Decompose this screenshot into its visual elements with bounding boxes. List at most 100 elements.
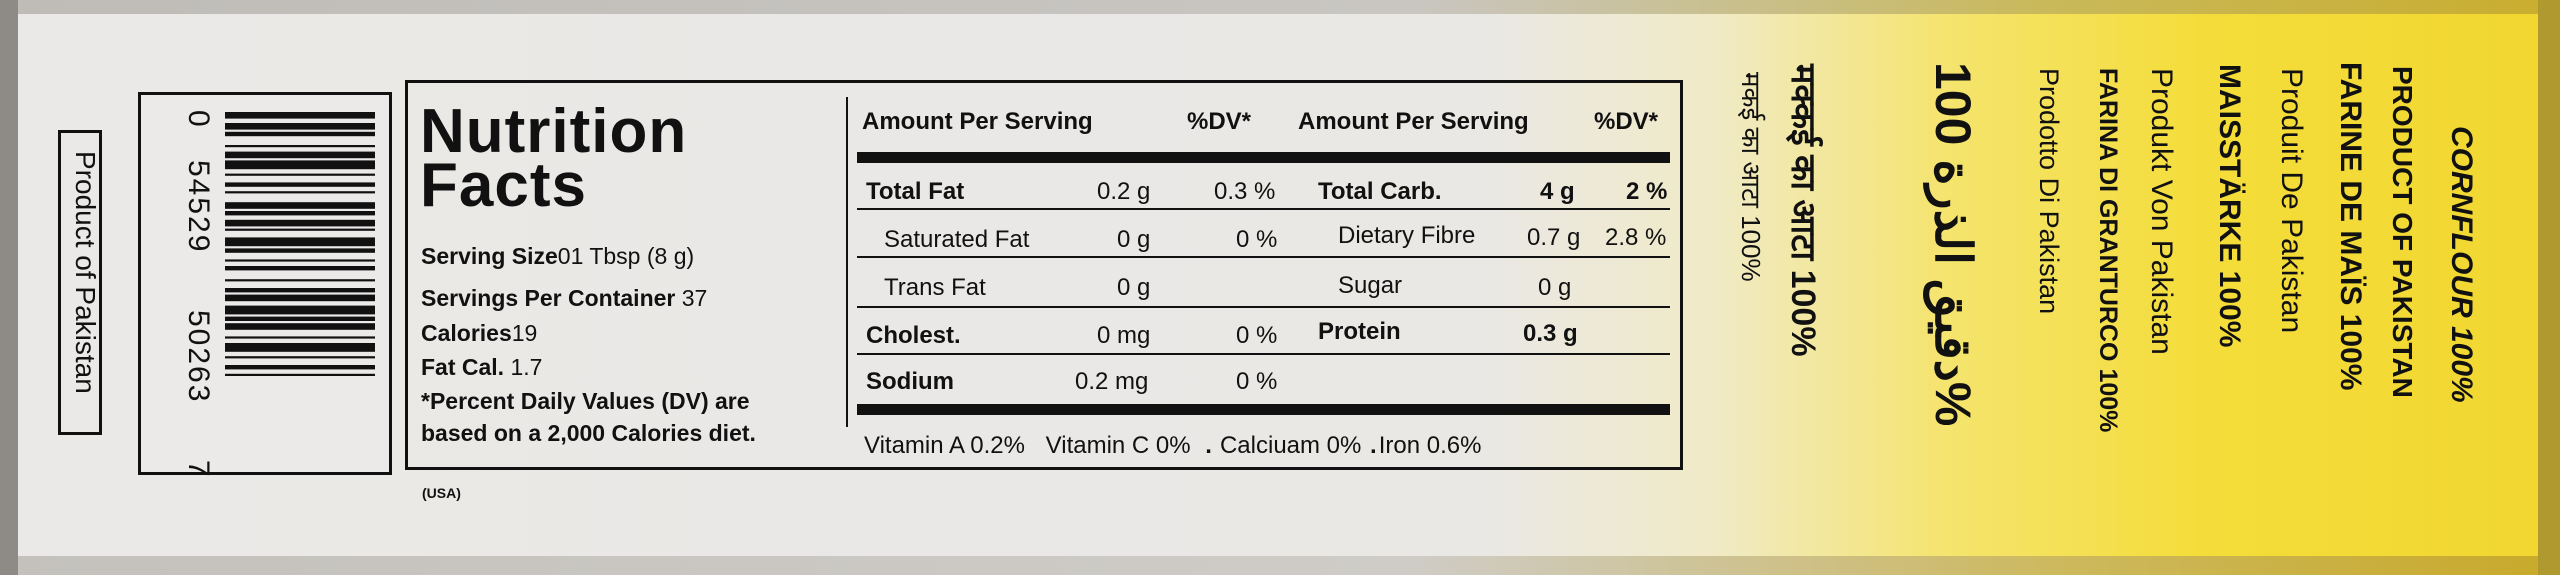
product-name-italian: FARINA DI GRANTURCO 100% <box>2094 68 2122 433</box>
row-saturated-fat-amount: 0 g <box>1117 226 1151 253</box>
barcode-bar <box>225 145 375 148</box>
barcode-bar <box>225 323 375 330</box>
row-total-fat-label: Total Fat <box>866 178 965 205</box>
vitamin-a: Vitamin A 0.2% <box>864 432 1025 459</box>
barcode-bar <box>225 266 375 271</box>
product-of-label-box: Product of Pakistan <box>58 130 102 435</box>
nutrition-facts-title: Nutrition Facts <box>420 97 688 220</box>
row-sugar-amount: 0 g <box>1538 274 1572 301</box>
vitamin-c: Vitamin C 0% <box>1045 432 1191 459</box>
row-rule-4 <box>857 353 1670 355</box>
barcode-bar <box>225 123 375 130</box>
row-saturated-fat-dv: 0 % <box>1236 226 1278 253</box>
barcode-bar <box>225 237 375 247</box>
row-cholesterol-amount: 0 mg <box>1097 322 1151 349</box>
barcode-bars <box>225 112 375 376</box>
row-total-carb-dv: 2 % <box>1626 178 1668 205</box>
row-cholesterol-label: Cholest. <box>866 322 961 349</box>
barcode-bar <box>225 173 375 176</box>
vitamins-separator-2: . <box>1370 432 1377 459</box>
row-rule-1 <box>857 208 1670 210</box>
product-of-label: Product of Pakistan <box>70 151 101 394</box>
row-dietary-fibre-label: Dietary Fibre <box>1338 222 1476 249</box>
barcode-bar <box>225 316 375 321</box>
dv-note-line-1: *Percent Daily Values (DV) are <box>421 388 750 414</box>
row-sodium-label: Sodium <box>866 368 954 395</box>
header-dv-2: %DV* <box>1594 108 1659 135</box>
barcode-digits-group-1: 54529 <box>182 160 215 254</box>
barcode-bar <box>225 248 375 253</box>
box-left-edge <box>0 0 18 575</box>
barcode-bar <box>225 336 375 339</box>
barcode-bar <box>225 343 375 352</box>
barcode-bar <box>225 365 375 370</box>
title-line-2: Facts <box>420 151 587 220</box>
footer-rule <box>857 404 1670 415</box>
iron: Iron 0.6% <box>1378 432 1482 459</box>
row-total-carb-label: Total Carb. <box>1318 178 1442 205</box>
barcode-digits-group-2: 50263 <box>182 310 215 404</box>
row-total-fat-amount: 0.2 g <box>1097 178 1151 205</box>
product-origin-french: Produit De Pakistan <box>2275 68 2308 334</box>
product-name-hindi-1: मक्कई का आटा 100% <box>1784 64 1822 357</box>
row-saturated-fat-label: Saturated Fat <box>884 226 1030 253</box>
barcode-bar <box>225 373 375 376</box>
barcode-bar <box>225 151 375 159</box>
barcode-bar <box>225 228 375 231</box>
vitamins-line: Vitamin A 0.2% Vitamin C 0% . Calciuam 0%… <box>864 432 1481 460</box>
usa-mark: (USA) <box>422 485 461 501</box>
box-top-edge <box>0 0 2560 14</box>
product-name-french: FARINE DE MAÏS 100% <box>2334 62 2367 391</box>
barcode-digit-lead: 0 <box>182 110 215 129</box>
dv-note-line-2: based on a 2,000 Calories diet. <box>421 420 756 446</box>
calories: Calories19 <box>421 320 538 346</box>
box-right-edge <box>2538 0 2560 575</box>
title-line-1: Nutrition <box>420 97 688 166</box>
header-amount-1: Amount Per Serving <box>862 108 1093 135</box>
row-total-carb-amount: 4 g <box>1540 178 1575 205</box>
barcode-digit-check: 7 <box>182 460 215 479</box>
row-trans-fat-label: Trans Fat <box>884 274 986 301</box>
row-sodium-dv: 0 % <box>1236 368 1278 395</box>
product-origin-italian: Prodotto Di Pakistan <box>2034 68 2064 315</box>
barcode-bar <box>225 182 375 187</box>
row-sugar-label: Sugar <box>1338 272 1403 299</box>
row-total-fat-dv: 0.3 % <box>1214 178 1276 205</box>
product-name-arabic: دقيق الذرة 100% <box>1925 62 1981 427</box>
barcode-bar <box>225 288 375 293</box>
product-name-german: MAISSTÄRKE 100% <box>2213 64 2246 348</box>
row-cholesterol-dv: 0 % <box>1236 322 1278 349</box>
row-rule-3 <box>857 306 1670 308</box>
header-amount-2: Amount Per Serving <box>1298 108 1529 135</box>
barcode-bar <box>225 294 375 302</box>
barcode-bar <box>225 160 375 170</box>
calcium: Calciuam 0% <box>1219 432 1362 459</box>
barcode-bar <box>225 131 375 137</box>
serving-size: Serving Size01 Tbsp (8 g) <box>421 243 695 269</box>
fat-calories: Fat Cal. 1.7 <box>421 354 543 380</box>
header-dv-1: %DV* <box>1187 108 1252 135</box>
barcode-bar <box>225 191 375 194</box>
nutrition-facts-panel <box>405 80 1683 470</box>
barcode-bar <box>225 259 375 262</box>
barcode-bar <box>225 211 375 216</box>
row-protein-amount: 0.3 g <box>1523 320 1578 347</box>
barcode-bar <box>225 279 375 282</box>
row-dietary-fibre-amount: 0.7 g <box>1527 224 1581 251</box>
row-sodium-amount: 0.2 mg <box>1075 368 1149 395</box>
barcode-bar <box>225 219 375 227</box>
product-origin-german: Produkt Von Pakistan <box>2145 68 2178 355</box>
barcode-bar <box>225 202 375 209</box>
header-rule <box>857 152 1670 163</box>
row-rule-2 <box>857 256 1670 258</box>
product-origin-english: PRODUCT OF PAKISTAN <box>2387 66 2418 398</box>
panel-divider <box>846 97 848 427</box>
barcode-bar <box>225 305 375 315</box>
product-name-english: CORNFLOUR 100% <box>2445 126 2478 403</box>
row-protein-label: Protein <box>1318 318 1401 345</box>
barcode-bar <box>225 112 375 119</box>
vitamins-separator-1: . <box>1205 432 1212 459</box>
barcode-bar <box>225 356 375 359</box>
row-trans-fat-amount: 0 g <box>1117 274 1151 301</box>
